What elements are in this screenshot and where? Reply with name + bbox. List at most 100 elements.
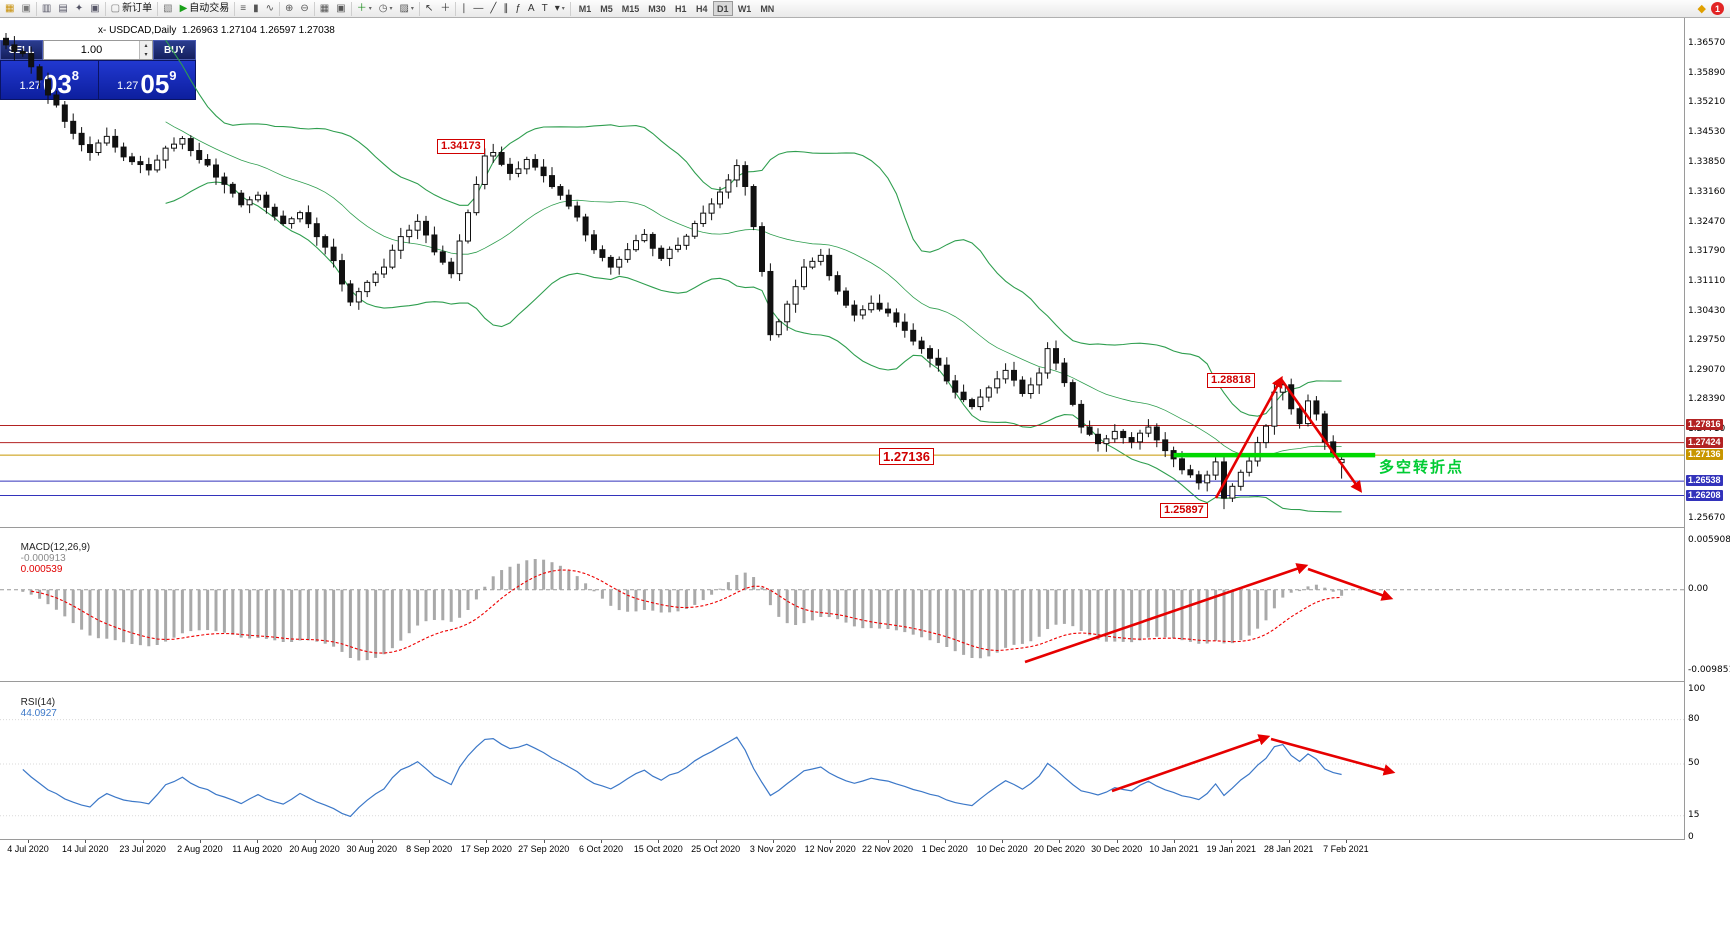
indicators-dropdown-icon[interactable]: ▾: [368, 5, 372, 12]
notification-badge[interactable]: 1: [1711, 2, 1724, 15]
vertical-line-tool-button[interactable]: ∣: [459, 3, 468, 15]
timeframe-h4-button[interactable]: H4: [692, 1, 712, 16]
line-chart-mode-icon: ∿: [265, 2, 275, 14]
market-watch-button[interactable]: ▥: [40, 3, 53, 15]
time-tick: [658, 840, 660, 843]
alert-icon[interactable]: ◆: [1697, 3, 1706, 15]
templates-button[interactable]: ▨ ▾: [397, 3, 415, 15]
zoom-in-icon: ⊕: [285, 2, 294, 14]
macd-name: MACD(12,26,9): [20, 542, 91, 553]
profiles-button[interactable]: ▣: [19, 3, 32, 15]
time-tick: [1059, 840, 1061, 843]
volume-field: ▴ ▾: [43, 40, 153, 60]
rsi-scale-label: 80: [1688, 713, 1700, 724]
rsi-panel-canvas[interactable]: [0, 683, 1684, 839]
periods-dropdown-icon[interactable]: ▾: [389, 5, 393, 12]
horizontal-line-tool-button[interactable]: —: [471, 3, 485, 15]
rsi-name: RSI(14): [20, 697, 56, 708]
arrange-windows-icon: ▣: [336, 2, 346, 14]
panel-separator[interactable]: [0, 681, 1730, 682]
macd-panel-canvas[interactable]: [0, 529, 1684, 681]
time-tick: [1002, 840, 1004, 843]
price-chart-canvas[interactable]: [0, 18, 1684, 527]
date-label: 22 Nov 2020: [861, 844, 914, 854]
text-tool-button[interactable]: A: [526, 3, 537, 15]
new-order-button[interactable]: ▢ 新订单: [109, 3, 154, 15]
crosshair-tool-icon: ＋: [440, 2, 451, 14]
label-tool-button[interactable]: T: [540, 3, 550, 15]
date-label: 12 Nov 2020: [804, 844, 856, 854]
macd-indicator-label: MACD(12,26,9) -0.000913 0.000539: [4, 531, 90, 586]
line-chart-mode-button[interactable]: ∿: [264, 3, 276, 15]
macd-scale-label: 0.00: [1688, 583, 1709, 594]
arrows-tool-dropdown-icon[interactable]: ▾: [561, 5, 565, 12]
text-tool-icon: A: [527, 2, 535, 14]
buy-button[interactable]: BUY: [153, 40, 196, 60]
timeframe-mn-button[interactable]: MN: [756, 1, 778, 16]
navigator-button[interactable]: ✦: [73, 3, 85, 15]
market-watch-icon: ▥: [41, 2, 52, 14]
timeframe-m5-button[interactable]: M5: [596, 1, 617, 16]
tile-windows-icon: ▦: [319, 2, 330, 14]
volume-input[interactable]: [44, 41, 139, 59]
timeframe-d1-button[interactable]: D1: [712, 1, 733, 16]
data-window-button[interactable]: ▤: [56, 3, 69, 15]
date-label: 8 Sep 2020: [406, 844, 453, 854]
bar-chart-mode-button[interactable]: ≡: [238, 3, 248, 15]
panel-separator[interactable]: [0, 527, 1730, 528]
strategy-tester-button[interactable]: ▧: [161, 3, 174, 15]
timeframe-m15-button[interactable]: M15: [618, 1, 644, 16]
periods-button[interactable]: ◷ ▾: [377, 3, 395, 15]
buy-price-display[interactable]: 1.27 05 9: [98, 61, 195, 99]
scale-separator: [1684, 18, 1685, 840]
templates-icon: ▨: [399, 2, 409, 14]
price-scale-label: 1.33160: [1688, 186, 1726, 197]
arrange-windows-button[interactable]: ▣: [334, 3, 347, 15]
date-label: 25 Oct 2020: [691, 844, 741, 854]
timeframe-m30-button[interactable]: M30: [644, 1, 670, 16]
time-tick: [371, 840, 373, 843]
zoom-in-button[interactable]: ⊕: [283, 3, 295, 15]
time-tick: [1174, 840, 1175, 843]
timeframe-w1-button[interactable]: W1: [734, 1, 756, 16]
indicators-button[interactable]: ＋ ▾: [355, 3, 374, 15]
zoom-out-button[interactable]: ⊖: [298, 3, 310, 15]
trendline-tool-button[interactable]: ╱: [488, 3, 498, 15]
time-tick: [944, 840, 946, 843]
channel-tool-button[interactable]: ∥: [501, 3, 510, 15]
time-tick: [257, 840, 259, 843]
date-label: 2 Aug 2020: [177, 844, 223, 854]
price-scale[interactable]: 1.36570 1.35890 1.35210 1.34530 1.33850 1.331…: [1685, 18, 1730, 842]
rsi-indicator-label: RSI(14) 44.0927: [4, 686, 57, 730]
bar-chart-mode-icon: ≡: [240, 2, 247, 14]
cursor-tool-button[interactable]: ↖: [423, 3, 435, 15]
fibonacci-tool-button[interactable]: ƒ: [513, 3, 523, 15]
arrows-tool-button[interactable]: ▾ ▾: [553, 3, 567, 15]
volume-decrease-button[interactable]: ▾: [140, 50, 152, 59]
tile-windows-button[interactable]: ▦: [318, 3, 331, 15]
terminal-button[interactable]: ▣: [88, 3, 101, 15]
date-label: 30 Aug 2020: [346, 844, 398, 854]
time-axis[interactable]: 4 Jul 2020 14 Jul 2020 23 Jul 2020 2 Aug 20…: [0, 840, 1730, 858]
price-scale-label: 1.34530: [1688, 126, 1726, 137]
toolbar-group: ⊕ ⊖: [280, 1, 315, 16]
rsi-value: 44.0927: [20, 708, 57, 719]
crosshair-tool-button[interactable]: ＋: [438, 3, 452, 15]
timeframe-h1-button[interactable]: H1: [671, 1, 691, 16]
timeframe-m1-button[interactable]: M1: [575, 1, 596, 16]
toolbar-group: ▢ 新订单: [106, 1, 159, 16]
candlestick-mode-icon: ▮: [253, 2, 259, 14]
volume-increase-button[interactable]: ▴: [140, 41, 152, 50]
autotrade-button[interactable]: ▶ 自动交易: [178, 3, 232, 15]
new-chart-button[interactable]: ▦: [3, 3, 16, 15]
price-scale-label: 1.25670: [1688, 513, 1726, 523]
profiles-icon: ▣: [21, 2, 31, 14]
rsi-scale-label: 0: [1688, 832, 1694, 842]
templates-dropdown-icon[interactable]: ▾: [410, 5, 414, 12]
toolbar-group: ▦ ▣: [0, 1, 37, 16]
macd-scale-label: 0.005908: [1688, 535, 1730, 545]
candlestick-mode-button[interactable]: ▮: [251, 3, 261, 15]
axis-separator: [0, 839, 1730, 840]
date-label: 1 Dec 2020: [921, 844, 968, 854]
trendline-tool-icon: ╱: [490, 2, 497, 14]
